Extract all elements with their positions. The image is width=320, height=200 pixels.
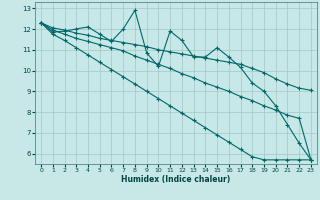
X-axis label: Humidex (Indice chaleur): Humidex (Indice chaleur) bbox=[121, 175, 231, 184]
